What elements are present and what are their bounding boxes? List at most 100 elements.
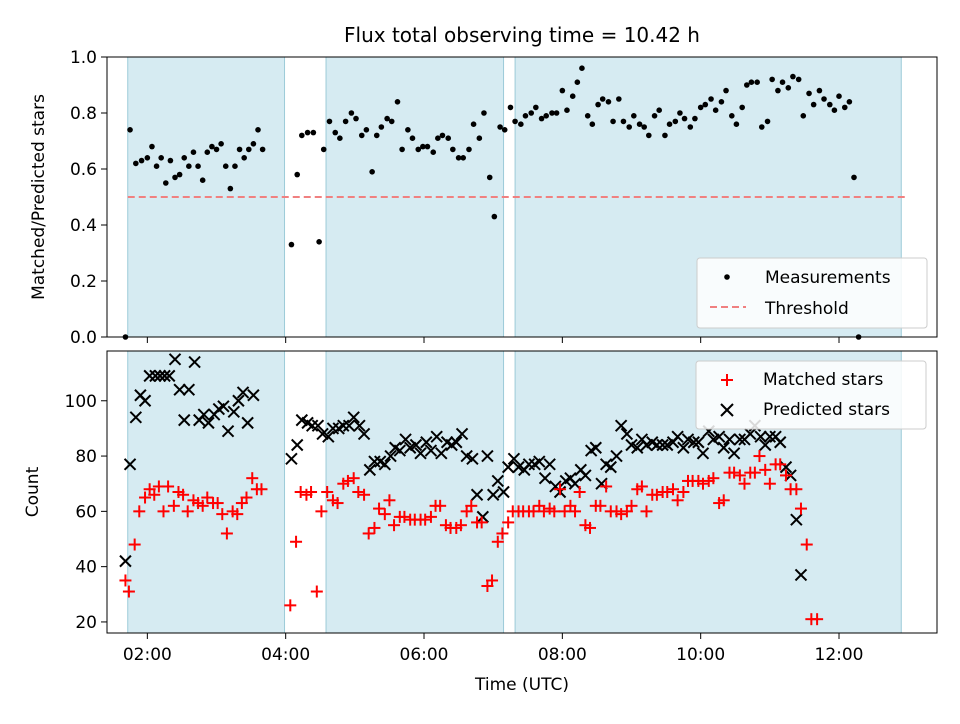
predicted-point — [677, 441, 690, 454]
matched-point — [196, 499, 209, 512]
measurement-point — [455, 155, 462, 161]
predicted-point — [455, 427, 469, 441]
predicted-point — [486, 488, 500, 501]
matched-point — [398, 510, 411, 523]
measurement-point — [250, 141, 257, 147]
measurement-point — [255, 127, 261, 133]
measurement-point — [775, 87, 781, 94]
measurement-point — [681, 115, 688, 122]
measurement-point — [712, 107, 719, 113]
matched-point — [677, 486, 690, 498]
matched-point — [419, 513, 432, 526]
measurement-point — [821, 96, 827, 102]
ratio-legend-box — [696, 257, 928, 329]
measurement-point — [218, 141, 224, 147]
measurement-point — [149, 143, 155, 150]
measurement-point — [708, 96, 714, 102]
predicted-point — [589, 441, 602, 454]
legend-predicted-marker — [720, 403, 734, 417]
count-y-axis: 20 40 60 80 100 — [65, 392, 107, 633]
measurement-point — [687, 124, 694, 130]
predicted-point — [158, 369, 171, 383]
measurement-point — [326, 118, 333, 125]
measurement-point — [666, 121, 673, 127]
predicted-point — [733, 433, 747, 446]
predicted-point — [614, 419, 628, 432]
matched-point — [201, 491, 214, 504]
matched-point — [128, 538, 141, 551]
measurement-point — [199, 177, 206, 183]
measurement-point — [806, 90, 812, 97]
ratio-y-axis: 0.0 0.2 0.4 0.6 0.8 1.0 — [70, 48, 107, 348]
x-axis-label: Time (UTC) — [474, 675, 569, 695]
matched-point — [181, 505, 194, 518]
measurement-points — [122, 65, 862, 340]
predicted-point — [466, 452, 479, 466]
matched-point — [290, 535, 303, 548]
measurement-point — [620, 118, 627, 125]
measurement-point — [405, 127, 411, 133]
measurement-point — [460, 155, 467, 161]
measurement-point — [846, 99, 853, 105]
matched-point — [246, 472, 259, 485]
measurement-point — [702, 101, 709, 108]
matched-point — [707, 472, 720, 485]
measurement-point — [294, 171, 301, 178]
measurement-point — [373, 132, 380, 139]
matched-point — [475, 516, 488, 529]
predicted-point — [173, 383, 186, 396]
measurement-point — [758, 124, 765, 130]
measurement-point — [481, 110, 487, 116]
predicted-point — [420, 436, 433, 449]
ratio-y-tick-label: 1.0 — [70, 48, 97, 68]
measurement-point — [162, 180, 169, 186]
measurement-point — [800, 113, 807, 119]
measurement-point — [528, 110, 535, 116]
time-x-axis: 02:00 04:00 06:00 08:00 10:00 12:00 — [123, 633, 864, 665]
measurement-point — [127, 127, 133, 133]
matched-point — [122, 585, 135, 598]
matched-point — [491, 535, 504, 548]
matched-point — [554, 483, 567, 496]
matched-point — [240, 491, 253, 504]
matched-point — [548, 505, 561, 518]
matched-point — [133, 505, 146, 518]
measurement-point — [501, 127, 508, 133]
measurement-point — [388, 118, 395, 125]
measurement-point — [138, 157, 145, 164]
measurement-point — [394, 99, 401, 105]
ratio-y-tick-label: 0.6 — [70, 160, 97, 180]
predicted-point — [656, 438, 669, 452]
predicted-point — [579, 469, 592, 482]
measurement-point — [190, 149, 197, 155]
predicted-point — [727, 447, 741, 460]
measurement-point — [785, 85, 792, 91]
measurement-point — [641, 124, 647, 130]
matched-points — [119, 450, 824, 626]
matched-point — [454, 519, 467, 532]
predicted-point — [754, 430, 767, 443]
predicted-point — [227, 405, 241, 419]
predicted-point — [794, 568, 808, 582]
count-y-tick-label: 60 — [75, 502, 97, 522]
matched-point — [635, 480, 648, 493]
measurement-point — [332, 129, 339, 136]
matched-point — [496, 527, 509, 540]
measurement-point — [748, 79, 755, 85]
count-legend: Matched stars Predicted stars — [695, 360, 927, 430]
predicted-point — [163, 369, 176, 383]
measurement-point — [288, 241, 295, 248]
measurement-point — [810, 101, 817, 108]
measurement-point — [320, 146, 327, 153]
matched-point — [465, 499, 478, 512]
measurement-point — [769, 76, 775, 83]
predicted-point — [744, 427, 757, 441]
ratio-y-label: Matched/Predicted stars — [29, 94, 49, 300]
matched-point — [728, 466, 741, 479]
measurement-point — [445, 135, 452, 141]
predicted-point — [232, 394, 245, 407]
measurement-point — [733, 121, 740, 127]
ratio-legend: Measurements Threshold — [696, 257, 928, 329]
measurement-point — [595, 101, 601, 108]
